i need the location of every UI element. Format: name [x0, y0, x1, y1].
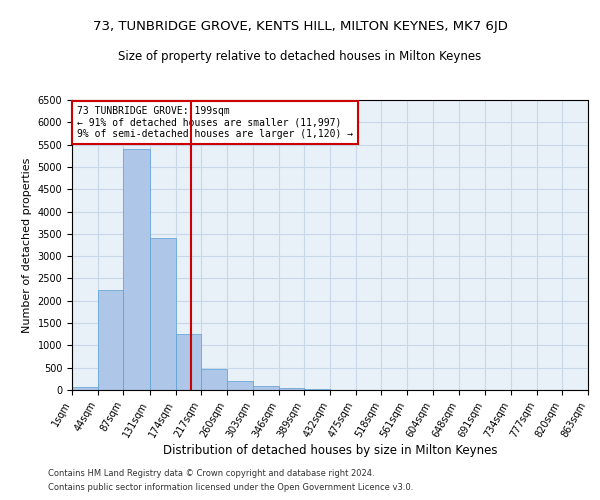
Bar: [304, 388, 330, 390]
Text: Size of property relative to detached houses in Milton Keynes: Size of property relative to detached ho…: [118, 50, 482, 63]
Text: 73, TUNBRIDGE GROVE, KENTS HILL, MILTON KEYNES, MK7 6JD: 73, TUNBRIDGE GROVE, KENTS HILL, MILTON …: [92, 20, 508, 33]
Bar: [176, 334, 201, 390]
Bar: [227, 381, 253, 390]
Bar: [72, 386, 98, 390]
Y-axis label: Number of detached properties: Number of detached properties: [22, 158, 32, 332]
Bar: [150, 238, 176, 390]
Text: Contains HM Land Registry data © Crown copyright and database right 2024.: Contains HM Land Registry data © Crown c…: [48, 468, 374, 477]
Bar: [201, 369, 227, 390]
Bar: [278, 388, 304, 390]
Text: 73 TUNBRIDGE GROVE: 199sqm
← 91% of detached houses are smaller (11,997)
9% of s: 73 TUNBRIDGE GROVE: 199sqm ← 91% of deta…: [77, 106, 353, 139]
X-axis label: Distribution of detached houses by size in Milton Keynes: Distribution of detached houses by size …: [163, 444, 497, 458]
Bar: [98, 290, 124, 390]
Text: Contains public sector information licensed under the Open Government Licence v3: Contains public sector information licen…: [48, 484, 413, 492]
Bar: [124, 149, 150, 390]
Bar: [253, 386, 278, 390]
